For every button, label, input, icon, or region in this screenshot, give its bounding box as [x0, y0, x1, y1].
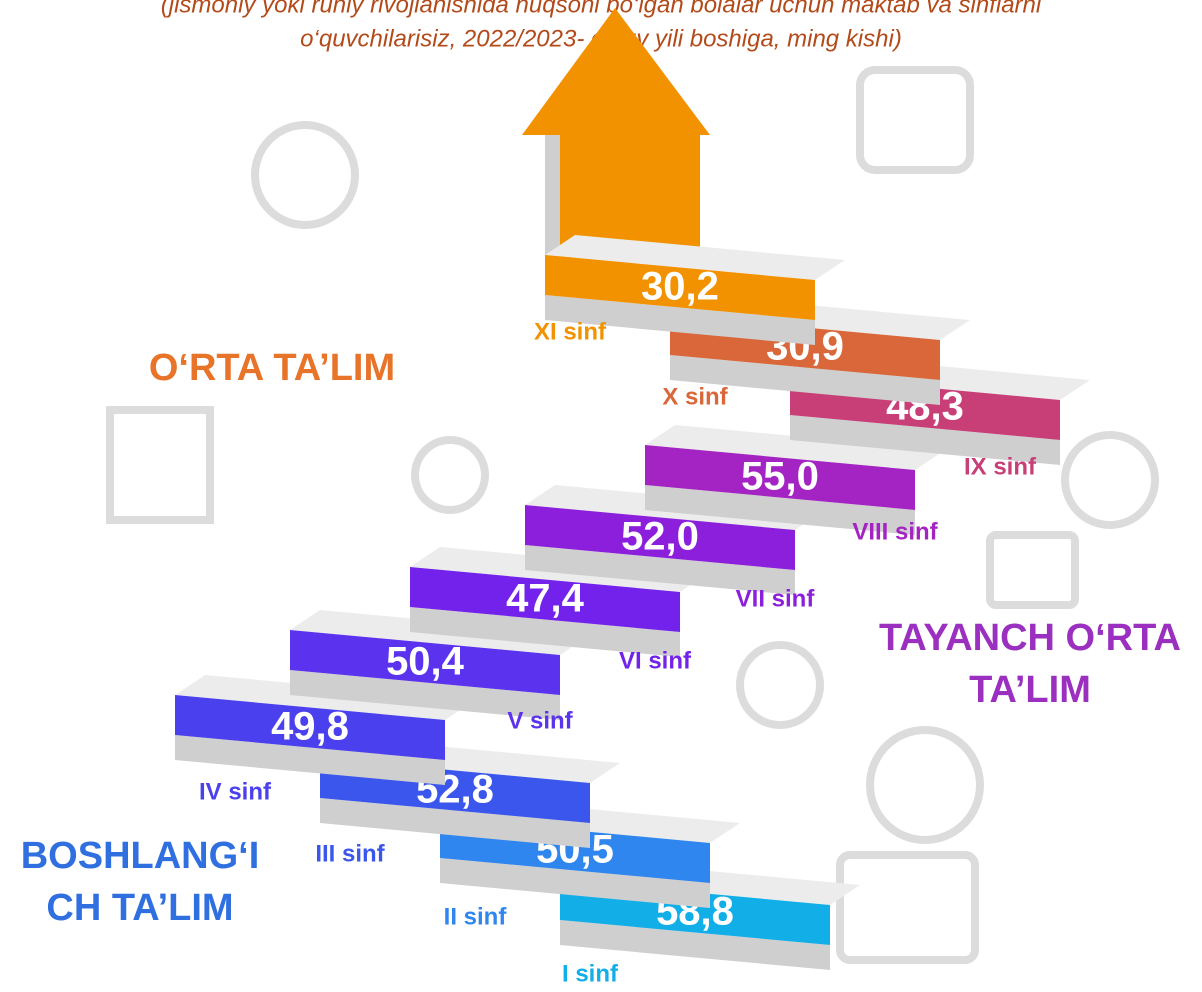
step-front — [290, 630, 560, 695]
section-label: CH TA’LIM — [46, 887, 233, 929]
section-label: O‘RTA TA’LIM — [149, 347, 395, 389]
grade-label: VI sinf — [619, 647, 692, 674]
step-value: 52,0 — [621, 515, 699, 559]
step-front — [410, 567, 680, 632]
section-label: TA’LIM — [969, 669, 1091, 711]
background-icons — [106, 66, 1159, 964]
step-riser — [175, 735, 445, 785]
step-front — [525, 505, 795, 570]
grade-label: IX sinf — [964, 453, 1037, 480]
step-value: 49,8 — [271, 705, 349, 749]
arrow-side — [545, 135, 560, 258]
grade-label: IV sinf — [199, 778, 272, 805]
step-riser — [440, 858, 710, 908]
grade-label: VIII sinf — [852, 518, 938, 545]
step-riser — [560, 920, 830, 970]
step-front — [175, 695, 445, 760]
step-riser — [545, 295, 815, 345]
step-riser — [525, 545, 795, 595]
step-riser — [320, 798, 590, 848]
section-label: BOSHLANG‘I — [21, 835, 260, 877]
subtitle: (jismoniy yoki ruhiy rivojlanishida nuqs… — [161, 0, 1042, 18]
step-front — [645, 445, 915, 510]
step-riser — [670, 355, 940, 405]
step-front — [545, 255, 815, 320]
grade-label: III sinf — [315, 840, 385, 867]
step-top — [545, 235, 845, 280]
grade-label: XI sinf — [534, 318, 607, 345]
step-top — [645, 425, 945, 470]
step-riser — [290, 670, 560, 720]
step-riser — [645, 485, 915, 535]
step-value: 55,0 — [741, 455, 819, 499]
grade-label: VII sinf — [736, 585, 816, 612]
arrow — [522, 8, 710, 258]
grade-label: X sinf — [662, 383, 728, 410]
grade-label: I sinf — [562, 960, 619, 987]
step-value: 50,4 — [386, 640, 465, 684]
step-value: 47,4 — [506, 577, 585, 621]
step-riser — [410, 607, 680, 657]
step-value: 30,2 — [641, 265, 719, 309]
step-riser — [790, 415, 1060, 465]
grade-label: II sinf — [444, 903, 508, 930]
section-label: TAYANCH O‘RTA — [879, 617, 1181, 659]
grade-label: V sinf — [507, 707, 573, 734]
